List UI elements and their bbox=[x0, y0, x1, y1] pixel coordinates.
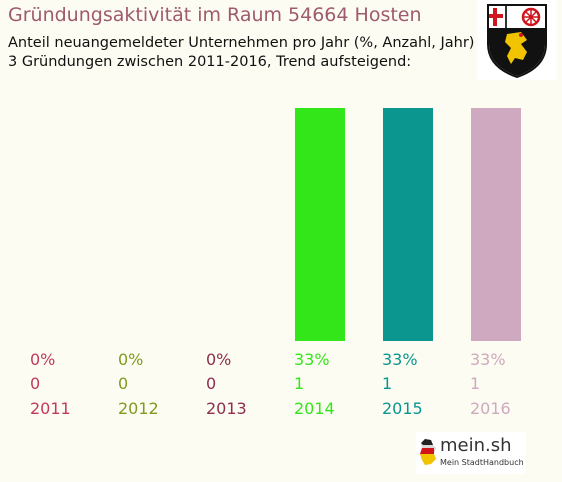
bar-2016 bbox=[471, 108, 521, 341]
year-label-2012: 2012 bbox=[118, 399, 159, 418]
percent-label-2014: 33% bbox=[294, 350, 330, 369]
chart-subtitle: Anteil neuangemeldeter Unternehmen pro J… bbox=[8, 34, 474, 72]
percent-label-2012: 0% bbox=[118, 350, 143, 369]
percent-label-2013: 0% bbox=[206, 350, 231, 369]
count-label-2015: 1 bbox=[382, 374, 392, 393]
year-label-2013: 2013 bbox=[206, 399, 247, 418]
logo-tagline: Mein StadtHandbuch bbox=[440, 458, 524, 467]
logo-name: mein.sh bbox=[440, 435, 512, 456]
count-label-2013: 0 bbox=[206, 374, 216, 393]
year-label-2011: 2011 bbox=[30, 399, 71, 418]
year-label-2016: 2016 bbox=[470, 399, 511, 418]
percent-label-2011: 0% bbox=[30, 350, 55, 369]
germany-map-icon bbox=[420, 439, 436, 465]
percent-label-2016: 33% bbox=[470, 350, 506, 369]
chart-title: Gründungsaktivität im Raum 54664 Hosten bbox=[8, 4, 422, 26]
rhineland-palatinate-coat-of-arms-icon bbox=[477, 0, 557, 80]
count-label-2012: 0 bbox=[118, 374, 128, 393]
year-label-2015: 2015 bbox=[382, 399, 423, 418]
percent-label-2015: 33% bbox=[382, 350, 418, 369]
year-label-2014: 2014 bbox=[294, 399, 335, 418]
count-label-2016: 1 bbox=[470, 374, 480, 393]
mein-sh-logo[interactable]: mein.sh Mein StadtHandbuch bbox=[416, 432, 526, 474]
count-label-2014: 1 bbox=[294, 374, 304, 393]
subtitle-line-2: 3 Gründungen zwischen 2011-2016, Trend a… bbox=[8, 54, 412, 70]
bar-2014 bbox=[295, 108, 345, 341]
count-label-2011: 0 bbox=[30, 374, 40, 393]
subtitle-line-1: Anteil neuangemeldeter Unternehmen pro J… bbox=[8, 35, 475, 51]
bar-2015 bbox=[383, 108, 433, 341]
